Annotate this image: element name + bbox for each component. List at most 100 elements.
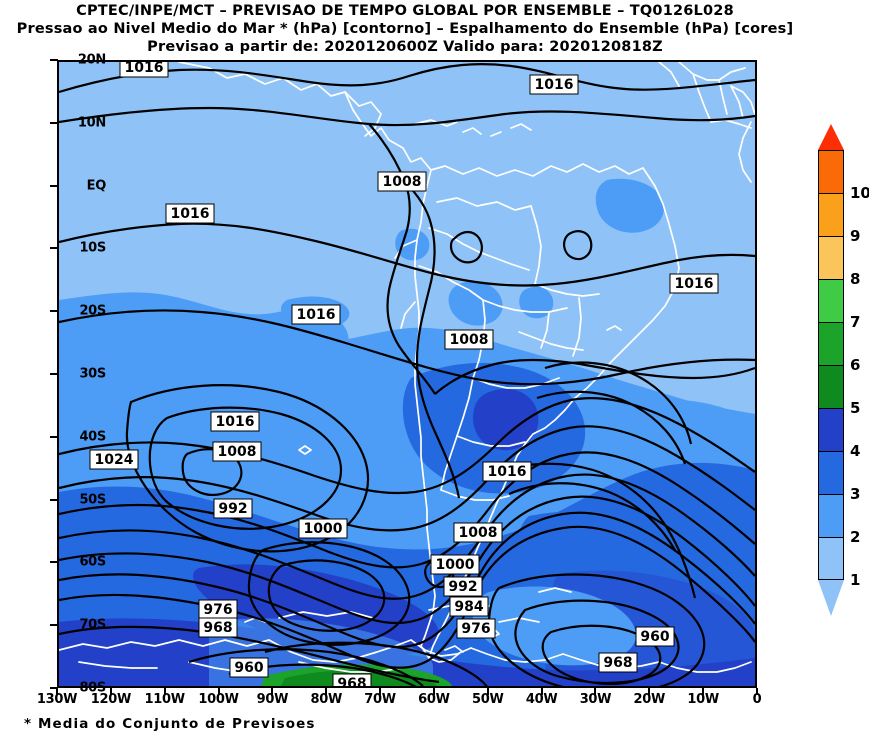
x-axis-tick-label: 80W <box>310 692 342 707</box>
colorbar-top-arrow <box>818 124 844 150</box>
contour-label: 1024 <box>89 449 139 470</box>
svg-text:968: 968 <box>203 620 232 636</box>
x-axis-tick-mark <box>486 688 489 695</box>
contour-label: 1008 <box>212 441 262 462</box>
contour-label: 968 <box>198 617 238 638</box>
colorbar-tick-label: 3 <box>850 485 861 503</box>
y-axis-tick-label: 70S <box>79 617 106 633</box>
colorbar-tick-label: 8 <box>850 270 861 288</box>
x-axis-tick-mark <box>648 688 651 695</box>
x-axis-tick-label: 100W <box>198 692 239 707</box>
svg-text:976: 976 <box>203 602 232 618</box>
y-axis-tick-label: 10N <box>77 115 106 131</box>
colorbar-cell <box>818 365 844 408</box>
colorbar-cell <box>818 193 844 236</box>
x-axis-tick-label: 120W <box>90 692 132 707</box>
y-axis-tick-mark <box>50 498 58 501</box>
svg-text:1000: 1000 <box>436 557 475 573</box>
y-axis-tick-label: 20N <box>77 52 106 68</box>
contour-label: 992 <box>443 576 483 597</box>
svg-text:984: 984 <box>454 599 483 615</box>
colorbar-tick-label: 1 <box>850 571 861 589</box>
x-axis-tick-label: 20W <box>633 692 666 707</box>
contour-label: 1016 <box>482 461 532 482</box>
colorbar-cell <box>818 451 844 494</box>
colorbar-cell <box>818 279 844 322</box>
svg-text:1016: 1016 <box>216 414 255 430</box>
y-axis-tick-mark <box>50 373 58 375</box>
contour-label: 1008 <box>444 329 494 350</box>
chart-header: CPTEC/INPE/MCT – PREVISAO DE TEMPO GLOBA… <box>0 0 810 55</box>
x-axis-tick-mark <box>271 688 274 695</box>
y-axis-tick-mark <box>50 624 58 627</box>
contour-label: 1016 <box>529 74 579 95</box>
y-axis-tick-label: 40S <box>79 429 106 445</box>
colorbar-tick-label: 2 <box>850 528 861 546</box>
colorbar-tick-label: 6 <box>850 356 861 374</box>
y-axis-tick-mark <box>50 247 58 250</box>
svg-text:968: 968 <box>337 676 366 686</box>
svg-text:1008: 1008 <box>450 332 489 348</box>
svg-text:1016: 1016 <box>488 464 527 480</box>
map-canvas: 1016 1016 1008 1016 1016 1016 1008 1016 … <box>59 62 755 686</box>
y-axis-tick-label: EQ <box>86 178 107 194</box>
x-axis-tick-mark <box>756 688 758 695</box>
colorbar-cell <box>818 236 844 279</box>
x-axis-tick-label: 110W <box>144 692 186 707</box>
y-axis-tick-label: 60S <box>79 554 106 570</box>
contour-label: 1016 <box>291 304 341 325</box>
contour-label: 1008 <box>377 171 427 192</box>
colorbar-tick-label: 7 <box>850 313 861 331</box>
x-axis-tick-label: 70W <box>364 692 396 707</box>
colorbar-cell <box>818 150 844 193</box>
svg-text:1016: 1016 <box>125 62 164 76</box>
svg-text:1016: 1016 <box>535 77 574 93</box>
y-axis-tick-mark <box>50 310 58 313</box>
svg-text:1000: 1000 <box>304 521 343 537</box>
svg-text:1016: 1016 <box>675 276 714 292</box>
x-axis-tick-mark <box>432 688 435 695</box>
colorbar-cell <box>818 494 844 537</box>
y-axis-tick-label: 10S <box>79 240 106 256</box>
x-axis-tick-mark <box>109 688 112 695</box>
colorbar-tick-label: 10 <box>850 184 869 202</box>
contour-label: 976 <box>198 599 238 620</box>
colorbar-tick-label: 9 <box>850 227 861 245</box>
svg-text:976: 976 <box>461 621 490 637</box>
colorbar-cells <box>818 150 844 580</box>
contour-label: 992 <box>213 498 253 519</box>
forecast-validity-text: Previsao a partir de: 2020120600Z Valido… <box>147 39 663 55</box>
svg-text:968: 968 <box>603 655 632 671</box>
map-plot-area: 1016 1016 1008 1016 1016 1016 1008 1016 … <box>57 60 757 688</box>
contour-label: 976 <box>456 618 496 639</box>
x-axis-tick-label: 60W <box>418 692 450 707</box>
y-axis-tick-mark <box>50 59 58 61</box>
contour-label: 984 <box>449 596 489 617</box>
x-axis-tick-mark <box>163 688 166 695</box>
contour-label: 968 <box>598 652 638 673</box>
colorbar-cell <box>818 408 844 451</box>
svg-text:960: 960 <box>640 629 669 645</box>
svg-text:1024: 1024 <box>95 452 134 468</box>
x-axis-tick-label: 90W <box>256 692 289 707</box>
x-axis-tick-mark <box>217 688 220 695</box>
contour-label: 1000 <box>298 518 348 539</box>
contour-label: 1016 <box>119 62 169 78</box>
x-axis-tick-label: 0 <box>752 692 762 707</box>
footnote-text: * Media do Conjunto de Previsoes <box>24 716 316 732</box>
y-axis-tick-label: 20S <box>79 303 106 319</box>
y-axis-tick-mark <box>50 184 58 187</box>
svg-text:960: 960 <box>234 660 263 676</box>
svg-text:992: 992 <box>448 579 477 595</box>
svg-text:992: 992 <box>218 501 247 517</box>
x-axis-tick-mark <box>594 688 597 695</box>
svg-text:1008: 1008 <box>459 525 498 541</box>
svg-text:1016: 1016 <box>297 307 336 323</box>
contour-label: 1016 <box>669 273 719 294</box>
contour-label: 968 <box>332 673 372 686</box>
y-axis-tick-label: 80S <box>79 680 106 696</box>
contour-label: 960 <box>635 626 675 647</box>
colorbar-bottom-arrow <box>818 580 844 616</box>
y-axis-tick-mark <box>50 435 58 438</box>
x-axis-tick-mark <box>379 688 382 695</box>
